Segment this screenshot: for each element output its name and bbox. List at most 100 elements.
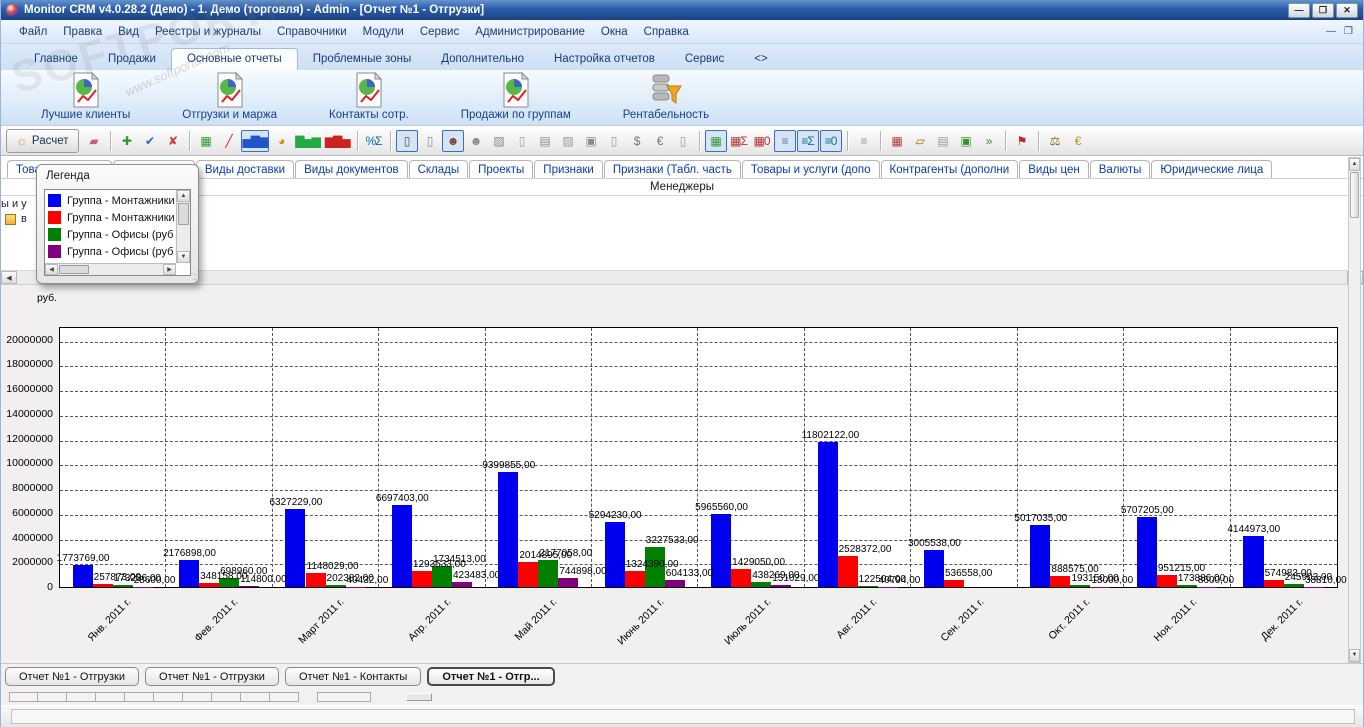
mdi-minimize-icon[interactable]: — (1326, 26, 1337, 37)
toolbar-icon[interactable]: € (656, 133, 664, 148)
toolbar-icon[interactable]: ☻ (469, 133, 483, 148)
ribbon-tab[interactable]: Дополнительно (441, 53, 524, 65)
calc-button[interactable]: ☼ Расчет (6, 128, 79, 153)
category-tab[interactable]: Проекты (469, 160, 534, 178)
ribbon-tab[interactable]: <> (754, 53, 768, 65)
toolbar-icon[interactable] (846, 130, 848, 151)
toolbar-icon[interactable]: ≡ (860, 133, 868, 148)
toolbar-icon[interactable]: ▦Σ (730, 133, 748, 148)
toolbar-icon[interactable]: ▅▇▆ (240, 129, 270, 152)
toolbar-icon[interactable]: ▦ (891, 133, 902, 148)
toolbar-icon[interactable]: ▯ (610, 133, 618, 148)
toolbar-icon[interactable]: ≡ (773, 129, 796, 152)
toolbar-icon[interactable]: ▦ (704, 129, 727, 152)
scroll-track[interactable] (17, 271, 1347, 284)
category-tab[interactable]: Признаки (534, 160, 603, 178)
menu-item[interactable]: Сервис (419, 25, 460, 38)
profitability-button[interactable]: Рентабельность (623, 72, 709, 121)
toolbar-icon[interactable] (109, 130, 111, 151)
menu-item[interactable]: Справочники (276, 25, 347, 38)
toolbar-icon[interactable]: ⚑ (1016, 133, 1028, 148)
scroll-right-icon[interactable]: ▶ (163, 264, 176, 275)
ribbon-tab[interactable]: Главное (34, 53, 78, 65)
toolbar-icon[interactable]: ✚ (121, 133, 132, 148)
toolbar-icon[interactable]: € (1074, 133, 1082, 148)
toolbar-icon[interactable]: ≡0 (819, 129, 842, 152)
scroll-up-icon[interactable]: ▲ (177, 190, 190, 202)
category-tab[interactable]: Контрагенты (дополни (880, 160, 1019, 178)
toolbar-icon[interactable] (188, 130, 190, 151)
report-tab[interactable]: Отчет №1 - Отгр... (427, 667, 555, 686)
scroll-down-icon[interactable]: ▼ (177, 251, 190, 263)
toolbar-icon[interactable] (1004, 130, 1006, 151)
menu-item[interactable]: Файл (19, 25, 48, 38)
category-tab[interactable]: Виды документов (295, 160, 408, 178)
legend-window[interactable]: Легенда Группа - Монтажники ( Группа - М… (36, 164, 199, 284)
toolbar-icon[interactable]: ☻ (441, 129, 464, 152)
close-button[interactable]: ✕ (1336, 2, 1358, 18)
toolbar-icon[interactable]: %Σ (365, 133, 383, 148)
menu-item[interactable]: Администрирование (475, 25, 585, 38)
report-tab[interactable]: Отчет №1 - Отгрузки (5, 667, 139, 686)
resize-grip[interactable]: .... (193, 270, 197, 282)
legend-item[interactable]: Группа - Офисы (руб. ( (48, 243, 174, 260)
scroll-left-icon[interactable]: ◀ (1, 271, 17, 284)
toolbar-icon[interactable]: ▦ (200, 133, 211, 148)
menu-item[interactable]: Окна (600, 25, 628, 38)
maximize-button[interactable]: ❐ (1312, 2, 1334, 18)
mdi-restore-icon[interactable]: ❐ (1344, 26, 1353, 37)
scroll-down-icon[interactable]: ▼ (1349, 649, 1360, 662)
toolbar-icon[interactable]: ⚖ (1049, 133, 1061, 148)
toolbar-icon[interactable]: ▯ (426, 133, 434, 148)
category-tab[interactable]: Признаки (Табл. часть (603, 160, 741, 178)
report-tab[interactable]: Отчет №1 - Отгрузки (144, 667, 279, 686)
scroll-up-icon[interactable]: ▲ (1349, 158, 1360, 171)
toolbar-icon[interactable]: ▨ (493, 133, 504, 148)
legend-horizontal-scrollbar[interactable]: ◀ ▶ (45, 263, 176, 275)
toolbar-icon[interactable]: ◕ (278, 133, 285, 148)
category-tab[interactable]: Валюты (1089, 160, 1151, 178)
sales-by-groups-button[interactable]: Продажи по группам (461, 72, 571, 121)
toolbar-icon[interactable]: ▤ (937, 133, 948, 148)
legend-item[interactable]: Группа - Монтажники ( (48, 192, 174, 209)
menu-item[interactable]: Правка (63, 25, 103, 38)
toolbar-icon[interactable]: ▣ (960, 133, 971, 148)
toolbar-icon[interactable]: $ (633, 133, 641, 148)
toolbar-icon[interactable] (356, 130, 358, 151)
toolbar-icon[interactable] (879, 130, 881, 151)
ribbon-tab[interactable]: Продажи (107, 53, 156, 65)
scroll-thumb[interactable] (178, 203, 189, 225)
report-tab[interactable]: Отчет №1 - Контакты (284, 667, 422, 686)
vertical-scrollbar[interactable]: ▲ ▼ (1348, 157, 1361, 663)
minimize-button[interactable]: — (1288, 2, 1310, 18)
ribbon-tab[interactable]: Проблемные зоны (312, 53, 412, 65)
toolbar-icon[interactable]: ≡Σ (796, 129, 819, 152)
toolbar-icon[interactable]: ▦0 (753, 133, 771, 148)
toolbar-icon[interactable]: ▣ (585, 133, 596, 148)
scroll-thumb[interactable] (59, 265, 89, 274)
best-clients-button[interactable]: Лучшие клиенты (41, 72, 130, 121)
employee-contacts-button[interactable]: Контакты сотр. (329, 72, 409, 121)
menu-item[interactable]: Реестры и журналы (154, 25, 261, 38)
category-tab[interactable]: Склады (408, 160, 469, 178)
toolbar-icon[interactable]: ✔ (144, 133, 155, 148)
toolbar-icon[interactable]: ▯ (679, 133, 687, 148)
menu-item[interactable]: Модули (362, 25, 404, 38)
category-tab[interactable]: Товары и услуги (допо (741, 160, 880, 178)
ribbon-tab[interactable]: Основные отчеты (170, 48, 298, 70)
toolbar-icon[interactable]: ▤ (539, 133, 550, 148)
toolbar-icon[interactable]: ▯ (518, 133, 526, 148)
shipments-margin-button[interactable]: Отгрузки и маржа (182, 72, 277, 121)
menu-item[interactable]: Вид (118, 25, 139, 38)
scroll-left-icon[interactable]: ◀ (45, 264, 58, 275)
toolbar-icon[interactable]: ▱ (915, 133, 924, 148)
menu-item[interactable]: Справка (643, 25, 689, 38)
legend-item[interactable]: Группа - Монтажники ( (48, 209, 174, 226)
toolbar-icon[interactable]: ▇▅▆ (295, 133, 321, 148)
legend-item[interactable]: Группа - Офисы (руб. ( (48, 226, 174, 243)
toolbar-icon[interactable] (1037, 130, 1039, 151)
category-tab[interactable]: Юридические лица (1151, 160, 1273, 178)
scroll-thumb[interactable] (1350, 172, 1359, 218)
toolbar-icon[interactable]: ▆▇▅ (324, 133, 351, 148)
toolbar-icon[interactable]: » (985, 133, 993, 148)
